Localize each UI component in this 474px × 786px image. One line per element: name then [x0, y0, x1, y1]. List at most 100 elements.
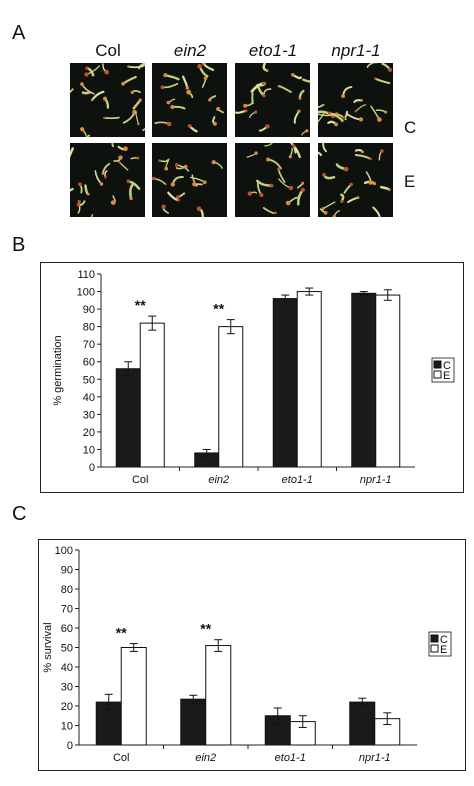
germination-legend-swatch-c: [433, 360, 442, 369]
seedling-photo-eto1-1-control: [235, 63, 310, 137]
survival-y-tick-label: 70: [61, 604, 73, 616]
germination-legend-swatch-e: [433, 370, 442, 379]
seedling-photo-ein2-treated: [152, 143, 227, 217]
seedling-cotyledon: [187, 124, 192, 128]
seedling-cotyledon: [170, 104, 175, 110]
survival-y-tick-label: 100: [55, 545, 73, 557]
germination-legend-label-c: C: [443, 360, 451, 372]
seedling-cotyledon: [104, 69, 109, 75]
seedling-cotyledon: [354, 110, 357, 113]
seedling-cotyledon: [121, 81, 125, 86]
germination-bar-c: [351, 292, 377, 468]
seedling-cotyledon: [277, 84, 281, 88]
seedling-cotyledon: [161, 204, 166, 209]
seedling-cotyledon: [137, 122, 140, 126]
seedling-shape: [322, 143, 327, 153]
seedling-photo-npr1-1-control: [318, 63, 393, 137]
seedling-shape: [70, 187, 74, 192]
seedling-shape: [302, 78, 310, 83]
seedling-cotyledon: [158, 159, 161, 162]
seedling-cotyledon: [99, 182, 104, 186]
seedling-cotyledon: [343, 167, 349, 172]
germination-legend-label-e: E: [443, 370, 450, 382]
seedling-cotyledon: [285, 200, 291, 206]
survival-bar-e: [120, 647, 147, 746]
seedling-cotyledon: [387, 188, 391, 191]
column-label-ein2: ein2: [173, 41, 207, 60]
survival-y-tick-label: 20: [61, 701, 73, 713]
seedling-shape: [318, 103, 325, 109]
seedling-cotyledon: [291, 144, 296, 148]
germination-y-tick-label: 80: [83, 322, 95, 334]
germination-y-tick-label: 90: [83, 304, 95, 316]
seedling-cotyledon: [202, 180, 207, 185]
seedling-cotyledon: [118, 160, 121, 164]
seedling-shape: [103, 116, 120, 120]
germination-category-label: eto1-1: [282, 474, 313, 486]
seedling-cotyledon: [262, 94, 266, 97]
column-label-npr1-1: npr1-1: [331, 41, 381, 60]
seedling-cotyledon: [104, 176, 107, 179]
survival-significance-marker: **: [116, 625, 127, 641]
panel-a-letter: A: [12, 22, 26, 44]
seedling-shape: [328, 111, 344, 122]
survival-y-tick-label: 90: [61, 565, 73, 577]
seedling-photo-eto1-1-treated: [235, 143, 310, 217]
germination-y-tick-label: 60: [83, 357, 95, 369]
germination-legend-box: [431, 357, 455, 383]
germination-y-tick-label: 100: [77, 287, 95, 299]
seedling-shape: [355, 104, 367, 112]
seedling-cotyledon: [358, 117, 364, 122]
seedling-cotyledon: [90, 98, 94, 102]
seedling-cotyledon: [160, 85, 165, 89]
seedling-cotyledon: [297, 109, 301, 113]
survival-legend-label-e: E: [440, 644, 447, 656]
seedling-cotyledon: [101, 172, 105, 175]
seedling-cotyledon: [377, 117, 382, 122]
seedling-cotyledon: [254, 151, 258, 155]
seedling-cotyledon: [244, 109, 248, 113]
germination-category-label: Col: [132, 474, 149, 486]
seedling-cotyledon: [203, 76, 208, 81]
germination-chart-frame: 0 10 20 30 40 50 60 70 80 90 100 110 % germination **…: [40, 262, 464, 493]
seedling-cotyledon: [369, 157, 372, 161]
seedling-cotyledon: [243, 103, 248, 108]
seedling-shape: [366, 63, 375, 68]
germination-bar-c: [272, 298, 298, 468]
seedling-cotyledon: [273, 211, 277, 215]
germination-y-tick-label: 40: [83, 392, 95, 404]
survival-category-label: Col: [113, 752, 130, 764]
seedling-cotyledon: [266, 157, 271, 162]
seedling-cotyledon: [85, 66, 89, 70]
germination-bar-e: [139, 322, 165, 468]
seedling-cotyledon: [126, 179, 131, 184]
germination-category-label: ein2: [208, 474, 229, 486]
germination-y-tick-label: 10: [83, 444, 95, 456]
germination-y-tick-label: 0: [89, 462, 95, 474]
seedling-cotyledon: [129, 196, 133, 201]
survival-legend-swatch-c: [430, 634, 439, 643]
seedling-cotyledon: [76, 203, 80, 207]
seedling-shape: [127, 64, 145, 69]
seedling-photo-image: [70, 143, 145, 217]
germination-y-tick-label: 110: [77, 269, 95, 281]
seedling-cotyledon: [163, 73, 168, 78]
seedling-cotyledon: [201, 63, 206, 65]
seedling-shape: [318, 111, 325, 123]
seedling-shape: [372, 206, 381, 217]
seedling-cotyledon: [301, 181, 305, 185]
seedling-cotyledon: [356, 196, 360, 200]
seedling-cotyledon: [152, 176, 156, 181]
seedling-shape: [264, 143, 273, 147]
seedling-cotyledon: [247, 191, 252, 196]
seedling-cotyledon: [130, 90, 134, 94]
seedling-photo-image: [235, 63, 310, 137]
survival-bar-chart: 0 10 20 30 40 50 60 70 80 90 100 % survival ** Col ** e…: [42, 545, 452, 764]
survival-y-tick-label: 80: [61, 584, 73, 596]
germination-significance-marker: **: [135, 297, 146, 313]
seedling-photo-col-control: [70, 63, 145, 137]
germination-bar-e: [218, 326, 244, 468]
seedling-cotyledon: [254, 110, 258, 114]
seedling-cotyledon: [340, 199, 344, 203]
seedling-photo-image: [70, 63, 145, 137]
